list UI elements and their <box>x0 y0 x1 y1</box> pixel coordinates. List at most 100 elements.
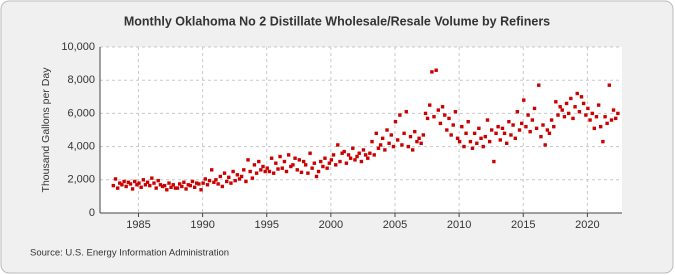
x-tick-label: 2015 <box>511 219 535 231</box>
x-tick-label: 2020 <box>575 219 599 231</box>
point <box>222 171 227 175</box>
point <box>592 126 596 131</box>
point <box>269 156 274 160</box>
point <box>419 141 423 145</box>
point <box>321 164 325 169</box>
point <box>154 186 158 190</box>
point <box>368 151 372 155</box>
point <box>374 131 378 136</box>
point <box>244 179 248 184</box>
point <box>171 183 175 187</box>
point <box>485 118 490 122</box>
point <box>252 163 257 167</box>
point <box>293 156 297 160</box>
point <box>282 159 287 164</box>
point <box>468 139 473 144</box>
chart-title: Monthly Oklahoma No 2 Distillate Wholesa… <box>124 14 550 28</box>
x-tick-label: 1995 <box>254 219 278 231</box>
point <box>139 185 143 189</box>
point <box>207 178 212 183</box>
point <box>520 121 524 126</box>
y-tick-label: 0 <box>89 207 95 219</box>
x-tick-label: 1990 <box>190 219 214 231</box>
point <box>387 141 391 145</box>
point <box>539 134 543 139</box>
point <box>118 181 122 185</box>
point <box>547 131 552 136</box>
point <box>261 164 265 169</box>
point <box>344 161 349 165</box>
point <box>596 103 601 107</box>
point <box>541 123 545 127</box>
point <box>554 100 558 104</box>
point <box>460 124 464 129</box>
point <box>331 153 336 157</box>
point <box>507 120 511 124</box>
point <box>614 116 618 121</box>
point <box>472 131 477 136</box>
point <box>421 133 426 137</box>
y-tick-label: 10,000 <box>61 41 95 53</box>
point <box>543 143 547 147</box>
point <box>135 183 139 187</box>
point <box>451 123 455 127</box>
point <box>395 138 400 142</box>
point <box>357 151 361 155</box>
point <box>169 185 173 189</box>
point <box>128 182 133 186</box>
point <box>210 168 214 172</box>
point <box>267 169 272 174</box>
point <box>590 111 594 116</box>
point <box>443 113 447 117</box>
point <box>173 186 178 190</box>
point <box>124 184 128 189</box>
point <box>248 169 252 174</box>
point <box>569 96 573 101</box>
point <box>498 138 502 142</box>
point <box>184 187 188 191</box>
point <box>323 156 327 160</box>
point <box>607 83 612 87</box>
point <box>314 174 319 179</box>
point <box>410 148 415 152</box>
point <box>556 113 560 117</box>
point <box>216 182 220 186</box>
point <box>130 187 135 191</box>
y-axis-label: Thousand Gallons per Day <box>40 67 52 193</box>
point <box>404 110 408 114</box>
point <box>363 153 368 157</box>
point <box>575 91 579 96</box>
point <box>430 70 434 74</box>
point <box>389 133 393 137</box>
point <box>257 159 261 164</box>
point <box>271 171 276 175</box>
point <box>466 120 470 124</box>
point <box>571 116 575 121</box>
point <box>428 103 432 107</box>
point <box>415 139 419 144</box>
point <box>201 181 205 185</box>
point <box>231 169 235 174</box>
point <box>526 113 530 117</box>
point <box>188 183 192 188</box>
y-tick-label: 4,000 <box>67 141 95 153</box>
point <box>391 144 396 149</box>
point <box>361 148 366 152</box>
point <box>524 124 528 129</box>
point <box>599 124 603 129</box>
point <box>385 128 389 132</box>
point <box>286 153 291 157</box>
point <box>413 129 417 134</box>
point <box>511 123 515 127</box>
y-tick-label: 2,000 <box>67 174 95 186</box>
point <box>190 179 195 184</box>
point <box>297 158 302 162</box>
point <box>581 101 586 106</box>
point <box>334 163 338 167</box>
point <box>494 131 498 136</box>
point <box>560 108 564 112</box>
points <box>111 68 620 192</box>
point <box>380 136 385 140</box>
point <box>528 129 532 134</box>
